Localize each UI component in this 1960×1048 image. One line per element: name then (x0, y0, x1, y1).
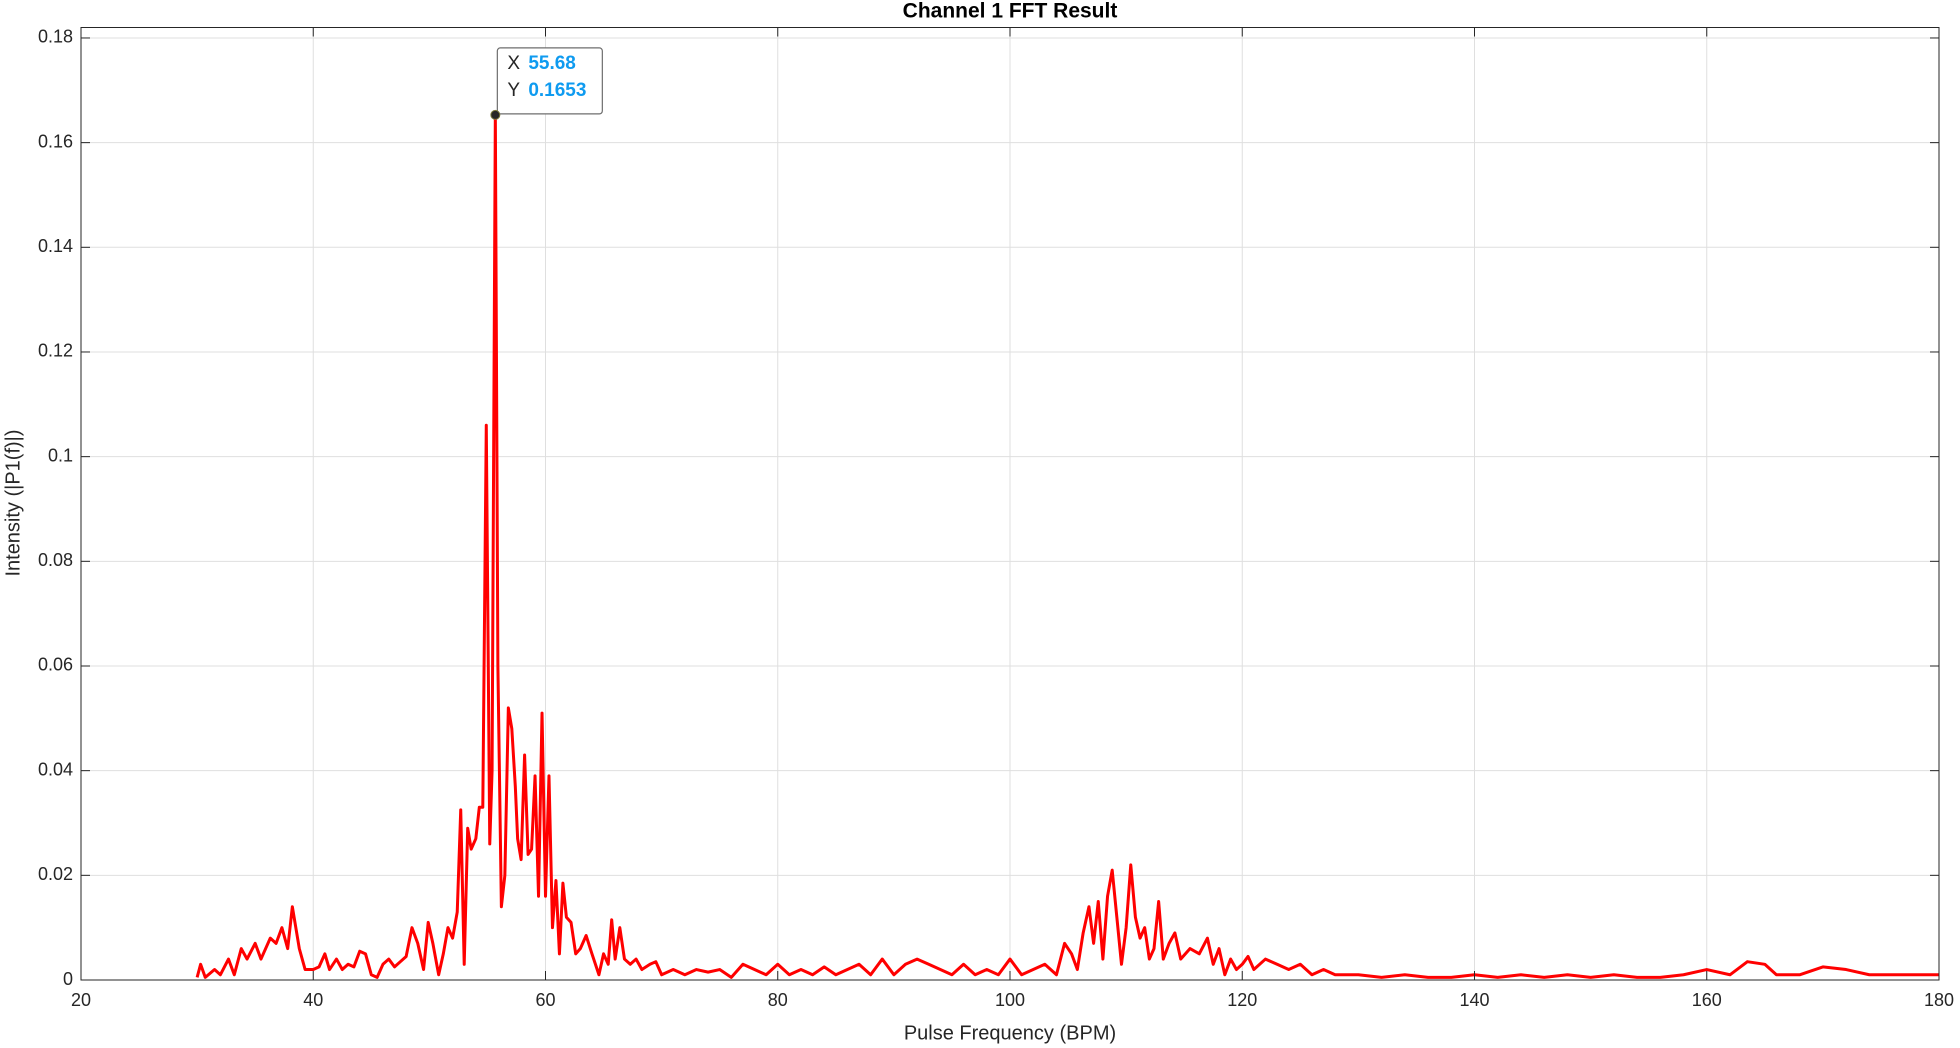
datatip-y-label: Y (507, 80, 520, 101)
y-tick-label: 0 (63, 969, 73, 989)
y-tick-label: 0.04 (38, 759, 73, 779)
y-tick-label: 0.08 (38, 550, 73, 570)
x-tick-label: 180 (1924, 990, 1954, 1010)
x-tick-label: 140 (1459, 990, 1489, 1010)
datatip-marker (490, 109, 501, 120)
y-tick-label: 0.12 (38, 341, 73, 361)
y-tick-label: 0.14 (38, 236, 73, 256)
x-tick-label: 160 (1692, 990, 1722, 1010)
datatip-box (496, 47, 603, 115)
y-axis-label: Intensity (|P1(f)|) (2, 429, 24, 576)
x-tick-label: 20 (71, 990, 91, 1010)
lines (195, 113, 1939, 979)
y-tick-label: 0.16 (38, 131, 73, 151)
y-tick-label: 0.06 (38, 655, 73, 675)
x-tick-label: 80 (768, 990, 788, 1010)
datatip-x-label: X (507, 53, 520, 74)
x-tick-label: 60 (535, 990, 555, 1010)
x-tick-label: 120 (1227, 990, 1257, 1010)
x-axis-label: Pulse Frequency (BPM) (904, 1022, 1116, 1044)
datatip-x-value: 55.68 (528, 53, 576, 74)
y-tick-label: 0.18 (38, 27, 73, 47)
ticks: 0 0.02 0.04 0.06 0.08 0.1 0.12 0.14 0.16 0.18 20 40… (38, 27, 1954, 1010)
data-line (195, 113, 1939, 979)
y-tick-label: 0.1 (48, 445, 73, 465)
datatip: X 55.68 Y 0.1653 (490, 47, 603, 120)
chart-title: Channel 1 FFT Result (903, 0, 1118, 23)
datatip-y-value: 0.1653 (528, 80, 586, 101)
x-tick-label: 40 (303, 990, 323, 1010)
y-tick-label: 0.02 (38, 864, 73, 884)
x-tick-label: 100 (995, 990, 1025, 1010)
